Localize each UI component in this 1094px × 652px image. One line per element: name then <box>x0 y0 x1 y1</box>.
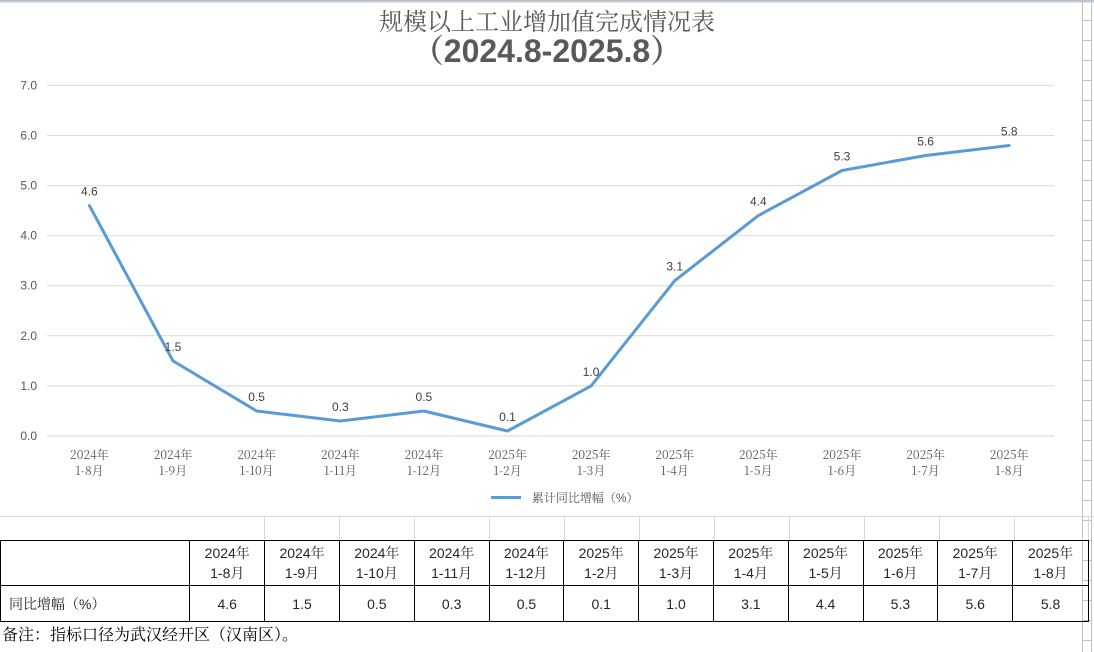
svg-text:2024年: 2024年 <box>70 446 109 463</box>
svg-text:6.0: 6.0 <box>20 129 37 143</box>
svg-text:1-5月: 1-5月 <box>744 462 773 479</box>
svg-text:2024年: 2024年 <box>405 446 444 463</box>
svg-text:1-7月: 1-7月 <box>911 462 939 479</box>
svg-text:1.0: 1.0 <box>20 379 37 393</box>
svg-text:1.0: 1.0 <box>583 365 600 379</box>
svg-text:0.5: 0.5 <box>416 390 433 404</box>
svg-text:3.1: 3.1 <box>666 260 683 274</box>
svg-text:4.6: 4.6 <box>81 185 98 199</box>
svg-text:2.0: 2.0 <box>20 329 37 343</box>
svg-text:2025年: 2025年 <box>990 446 1029 463</box>
svg-text:5.0: 5.0 <box>20 179 37 193</box>
svg-text:2025年: 2025年 <box>823 446 862 463</box>
svg-text:1.5: 1.5 <box>165 340 182 354</box>
svg-text:2025年: 2025年 <box>488 446 527 463</box>
svg-text:1-6月: 1-6月 <box>828 462 857 479</box>
svg-text:1-11月: 1-11月 <box>324 462 357 479</box>
svg-text:4.4: 4.4 <box>750 195 767 209</box>
svg-text:1-12月: 1-12月 <box>407 462 441 479</box>
svg-text:1-9月: 1-9月 <box>159 462 188 479</box>
svg-text:2025年: 2025年 <box>572 446 611 463</box>
svg-text:1-8月: 1-8月 <box>75 462 104 479</box>
svg-text:2025年: 2025年 <box>906 446 945 463</box>
svg-text:2025年: 2025年 <box>655 446 694 463</box>
svg-text:5.3: 5.3 <box>834 150 851 164</box>
svg-text:0.0: 0.0 <box>20 429 37 443</box>
svg-text:1-4月: 1-4月 <box>660 462 688 479</box>
svg-text:1-2月: 1-2月 <box>493 462 522 479</box>
svg-text:5.8: 5.8 <box>1001 125 1018 139</box>
svg-text:2024年: 2024年 <box>321 446 360 463</box>
svg-text:2024年: 2024年 <box>154 446 193 463</box>
svg-text:1-10月: 1-10月 <box>240 462 274 479</box>
svg-text:0.1: 0.1 <box>499 410 516 424</box>
svg-text:0.5: 0.5 <box>248 390 265 404</box>
svg-text:0.3: 0.3 <box>332 400 349 414</box>
svg-text:7.0: 7.0 <box>20 78 37 92</box>
svg-text:2025年: 2025年 <box>739 446 778 463</box>
svg-text:1-3月: 1-3月 <box>577 462 606 479</box>
svg-text:2024年: 2024年 <box>237 446 276 463</box>
svg-text:3.0: 3.0 <box>20 279 37 293</box>
svg-text:4.0: 4.0 <box>20 229 37 243</box>
svg-text:5.6: 5.6 <box>917 135 934 149</box>
svg-text:1-8月: 1-8月 <box>995 462 1024 479</box>
